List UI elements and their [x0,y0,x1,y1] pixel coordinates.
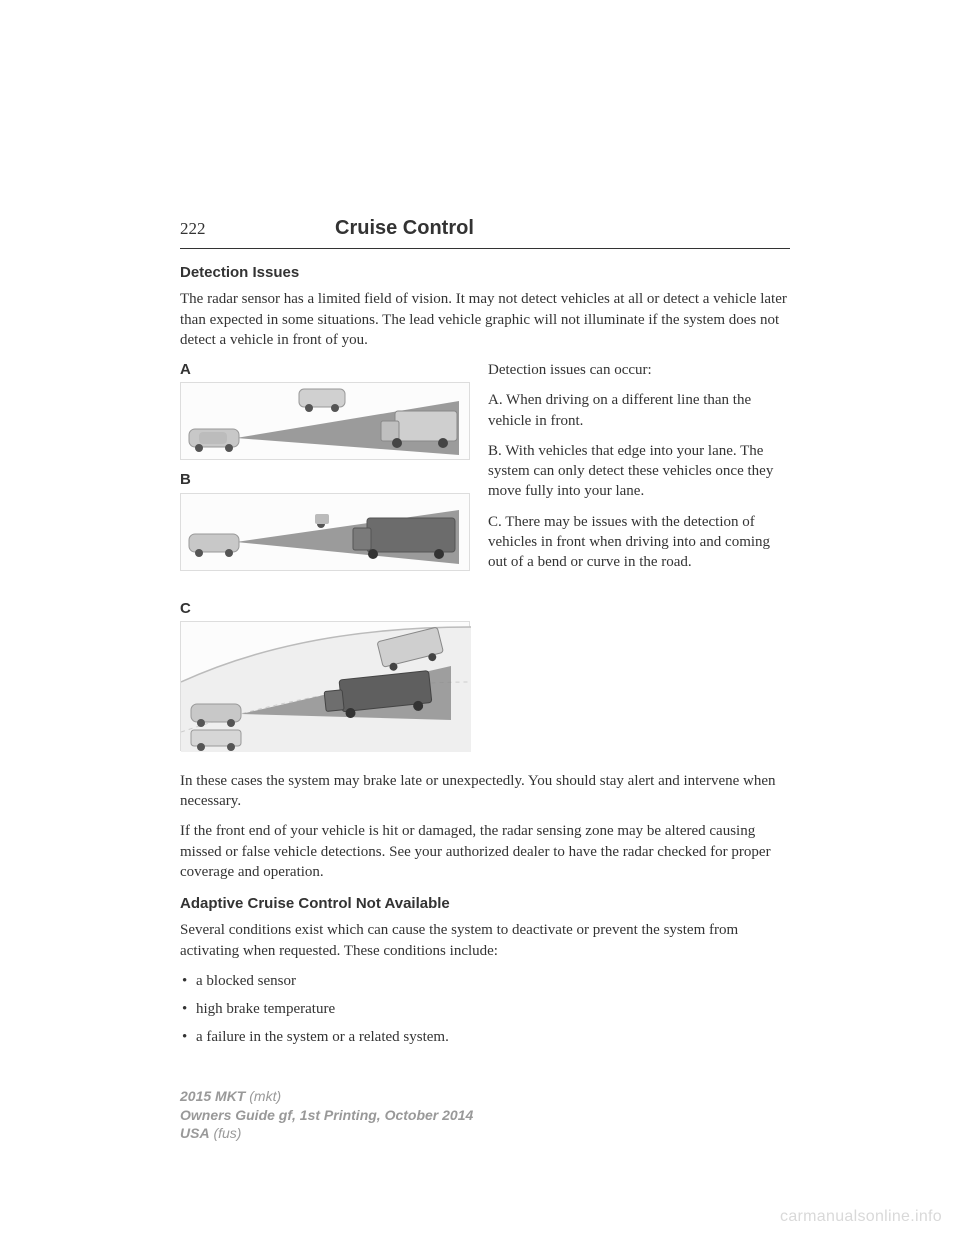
detection-item-c: C. There may be issues with the detectio… [488,512,790,573]
bullet-list: • a blocked sensor • high brake temperat… [180,971,790,1048]
footer-line2: Owners Guide gf, 1st Printing, October 2… [180,1106,473,1124]
footer-line1: 2015 MKT (mkt) [180,1087,473,1105]
list-item: • a failure in the system or a related s… [180,1027,790,1047]
page-header: 222 Cruise Control [180,215,790,249]
section-heading-detection: Detection Issues [180,263,790,283]
detection-item-a: A. When driving on a different line than… [488,390,790,431]
manual-page: 222 Cruise Control Detection Issues The … [0,0,960,1048]
bullet-text: a blocked sensor [196,971,296,991]
diagram-a [180,382,470,460]
diagram-b [180,493,470,571]
footer-region: USA [180,1125,210,1141]
diagram-and-text: A B [180,360,790,761]
section-heading-acc: Adaptive Cruise Control Not Available [180,894,790,914]
detection-text-column: Detection issues can occur: A. When driv… [488,360,790,761]
detection-lead: Detection issues can occur: [488,360,790,380]
diagram-label-b: B [180,470,470,490]
chapter-title: Cruise Control [335,215,474,242]
watermark: carmanualsonline.info [780,1206,942,1228]
list-item: • high brake temperature [180,999,790,1019]
diagram-label-a: A [180,360,470,380]
diagram-c [180,621,470,751]
footer-line3: USA (fus) [180,1124,473,1142]
after-diagram-p2: If the front end of your vehicle is hit … [180,821,790,882]
footer-model: 2015 MKT [180,1088,245,1104]
bullet-icon: • [180,999,196,1019]
footer-region-code: (fus) [210,1125,242,1141]
section-intro: The radar sensor has a limited field of … [180,289,790,350]
bullet-text: high brake temperature [196,999,335,1019]
page-number: 222 [180,218,335,241]
bullet-icon: • [180,1027,196,1047]
section2-intro: Several conditions exist which can cause… [180,920,790,961]
diagram-label-c: C [180,599,470,619]
after-diagram-p1: In these cases the system may brake late… [180,771,790,812]
detection-item-b: B. With vehicles that edge into your lan… [488,441,790,502]
footer-model-code: (mkt) [245,1088,281,1104]
page-footer: 2015 MKT (mkt) Owners Guide gf, 1st Prin… [180,1087,473,1142]
diagram-column: A B [180,360,470,761]
bullet-icon: • [180,971,196,991]
list-item: • a blocked sensor [180,971,790,991]
bullet-text: a failure in the system or a related sys… [196,1027,449,1047]
